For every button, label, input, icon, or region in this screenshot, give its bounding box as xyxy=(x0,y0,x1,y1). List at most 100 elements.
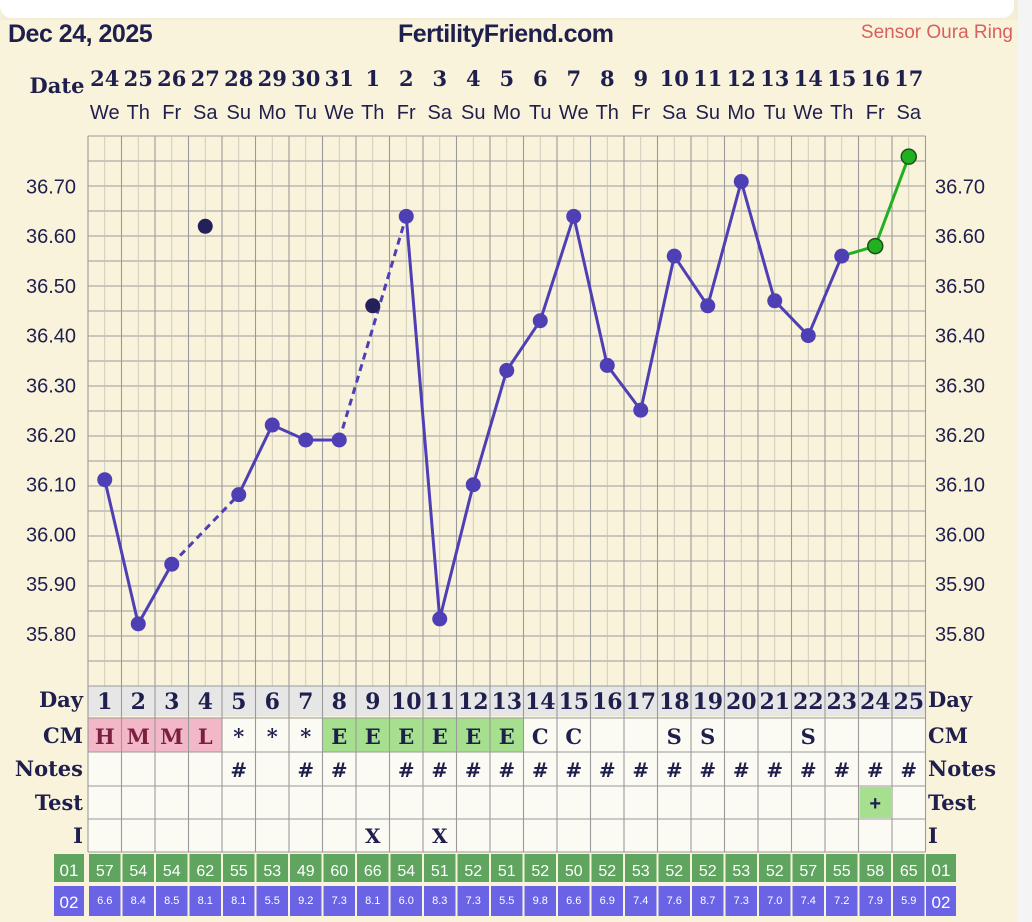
row02-value: 8.5 xyxy=(164,895,179,907)
date-label: 12 xyxy=(727,66,756,91)
row01-cell xyxy=(189,854,221,882)
row02-cell xyxy=(524,886,556,916)
weekday-label: Fr xyxy=(631,102,650,124)
cycle-day: 11 xyxy=(424,689,455,715)
cm-value: C xyxy=(532,724,549,749)
temp-point xyxy=(566,208,582,224)
notes-row-bg xyxy=(88,752,926,786)
row01-value: 52 xyxy=(766,863,784,880)
weekday-label: Mo xyxy=(727,102,755,124)
date-label: 31 xyxy=(325,66,354,91)
date-label: 1 xyxy=(365,66,380,91)
cm-cell xyxy=(322,718,356,752)
cm-cell xyxy=(892,718,926,752)
weekday-label: We xyxy=(324,102,354,124)
row02-cell xyxy=(223,886,255,916)
site-title[interactable]: FertilityFriend.com xyxy=(398,20,614,48)
row01-cell xyxy=(859,854,891,882)
row02-cell xyxy=(457,886,489,916)
day-row-label-right: Day xyxy=(928,687,973,712)
row01-cell xyxy=(156,854,188,882)
cm-value: * xyxy=(267,724,278,749)
weekday-label: Sa xyxy=(662,102,687,124)
notes-mark: # xyxy=(532,758,549,782)
notes-mark: # xyxy=(833,758,850,782)
temp-line xyxy=(538,215,576,322)
y-tick-left: 36.20 xyxy=(26,425,76,447)
row01-value: 52 xyxy=(598,863,616,880)
cm-cell xyxy=(657,718,691,752)
notes-mark: # xyxy=(733,758,750,782)
row02-cell xyxy=(122,886,154,916)
y-tick-right: 36.30 xyxy=(935,375,985,397)
date-label: 13 xyxy=(760,66,789,91)
date-label: 6 xyxy=(533,66,548,91)
row02-cell xyxy=(290,886,322,916)
y-tick-right: 35.90 xyxy=(935,574,985,596)
cm-cell xyxy=(724,718,758,752)
row02-value: 5.5 xyxy=(265,895,280,907)
row01-value: 51 xyxy=(431,863,449,880)
row02-cell xyxy=(89,886,121,916)
cycle-day: 16 xyxy=(592,689,623,715)
row02-cell xyxy=(491,886,523,916)
row01-cell xyxy=(89,854,121,882)
temp-point xyxy=(633,402,649,418)
temp-line xyxy=(673,255,709,307)
discarded-temp-point xyxy=(197,218,213,234)
cycle-day: 5 xyxy=(231,689,246,715)
y-tick-left: 35.90 xyxy=(26,574,76,596)
row02-cell xyxy=(256,886,288,916)
row01-value: 62 xyxy=(196,863,214,880)
row01-value: 58 xyxy=(866,863,884,880)
row02-cell xyxy=(658,886,690,916)
row01-cell xyxy=(625,854,657,882)
cm-value: C xyxy=(565,724,582,749)
temp-line xyxy=(404,216,442,620)
row01-cell xyxy=(893,854,925,882)
weekday-label: Th xyxy=(830,102,853,124)
row02-value: 5.9 xyxy=(901,895,916,907)
temp-line xyxy=(572,215,609,366)
row01-cell xyxy=(524,854,556,882)
temp-point xyxy=(800,328,816,344)
weekday-label: Tu xyxy=(763,102,786,124)
notes-row-label-right: Notes xyxy=(928,756,996,781)
date-label: 26 xyxy=(157,66,186,91)
cm-cell xyxy=(389,718,423,752)
cycle-day: 13 xyxy=(491,689,522,715)
row02-value: 8.1 xyxy=(231,895,246,907)
row01-cell xyxy=(759,854,791,882)
sensor-label: Sensor Oura Ring xyxy=(860,22,1013,43)
temp-point xyxy=(164,556,180,572)
weekday-label: Su xyxy=(696,102,720,124)
row01-value: 57 xyxy=(96,863,114,880)
discarded-temp-point xyxy=(365,298,381,314)
row01-value: 54 xyxy=(163,863,181,880)
notes-mark: # xyxy=(800,758,817,782)
temp-point xyxy=(700,298,716,314)
cm-value: S xyxy=(801,724,816,749)
test-row-label: Test xyxy=(35,790,83,815)
cycle-day: 9 xyxy=(365,689,380,715)
date-label: 14 xyxy=(794,66,823,91)
weekday-label: Su xyxy=(461,102,485,124)
row02-value: 8.1 xyxy=(198,895,213,907)
cycle-day: 25 xyxy=(893,689,924,715)
row02-cell xyxy=(625,886,657,916)
row02-value: 8.4 xyxy=(131,895,146,907)
cm-cell xyxy=(758,718,792,752)
row02-cell xyxy=(826,886,858,916)
weekday-label: Fr xyxy=(866,102,885,124)
cm-cell xyxy=(88,718,122,752)
row01-value: 53 xyxy=(263,863,281,880)
row02-cell xyxy=(323,886,355,916)
cycle-day: 24 xyxy=(860,689,891,715)
weekday-label: Tu xyxy=(529,102,552,124)
row02-value: 7.6 xyxy=(667,895,682,907)
date-label: 30 xyxy=(291,66,320,91)
cm-value: H xyxy=(95,724,115,749)
cycle-day: 15 xyxy=(558,689,589,715)
weekday-label: Su xyxy=(227,102,251,124)
